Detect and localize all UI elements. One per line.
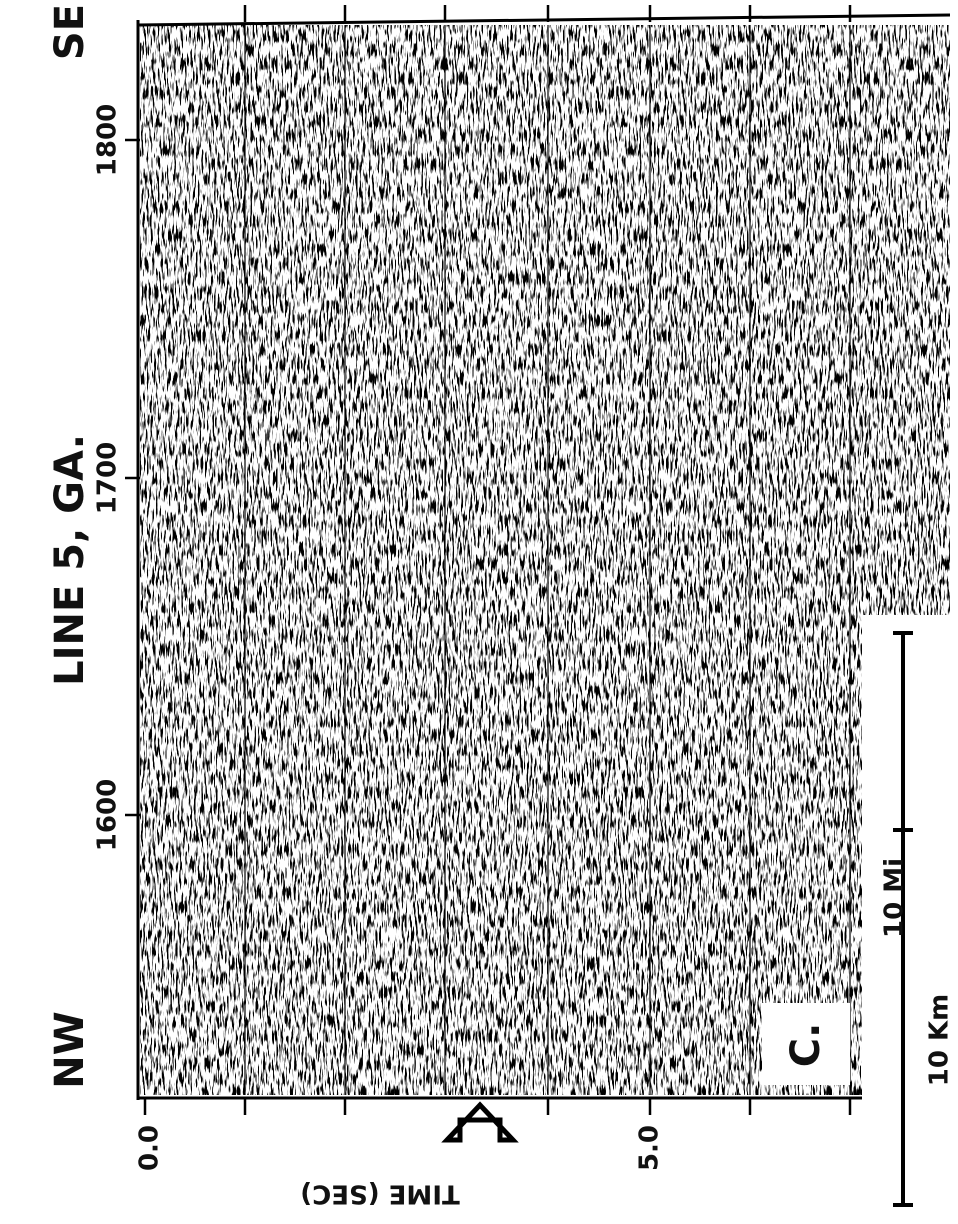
- panel-box: [762, 1003, 850, 1085]
- shotpoint-label: 1700: [93, 442, 123, 514]
- shotpoint-label: 1600: [93, 779, 123, 851]
- seismic-section: [140, 25, 950, 1095]
- time-tick-label: 0.0: [135, 1125, 165, 1171]
- scale-km: 10 Km: [925, 994, 955, 1086]
- axes: [125, 5, 951, 1207]
- title: LINE 5, GA.: [47, 434, 93, 686]
- time-axis-label: TIME (SEC): [300, 1179, 459, 1209]
- scale-bar: [893, 631, 913, 1207]
- panel-label: C.: [783, 1023, 829, 1068]
- right-direction: SE: [47, 4, 93, 60]
- scale-miles: 10 Mi: [880, 858, 910, 938]
- left-direction: NW: [47, 1011, 93, 1089]
- shotpoint-label: 1800: [93, 104, 123, 176]
- time-lines: [244, 25, 851, 1095]
- time-tick-label: 5.0: [635, 1125, 665, 1171]
- arrow: [441, 1101, 519, 1143]
